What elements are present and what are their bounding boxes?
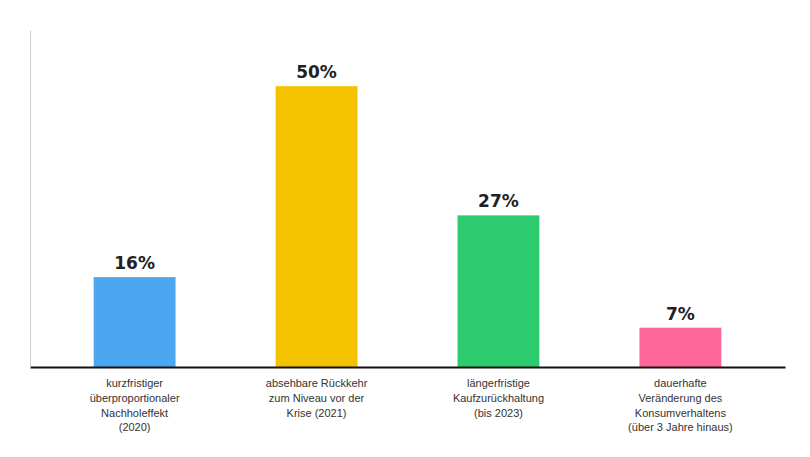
x-tick: längerfristige Kaufzurückhaltung (bis 2023… — [453, 367, 544, 419]
x-tick-label-line: zum Niveau vor der — [269, 392, 365, 404]
data-labels: 16% 50% 27% 7% — [114, 62, 695, 324]
x-tick-label-line: (bis 2023) — [474, 407, 523, 419]
x-tick-label: absehbare Rückkehr zum Niveau vor der Kris… — [266, 377, 368, 419]
bar — [639, 328, 721, 367]
data-label: 16% — [114, 253, 155, 273]
data-label: 7% — [666, 304, 695, 324]
x-tick-label: dauerhafte Veränderung des Konsumverhalten… — [628, 377, 733, 434]
y-axis-line — [30, 31, 31, 368]
x-tick-label-line: längerfristige — [467, 377, 530, 389]
x-axis-line — [31, 367, 786, 369]
x-tick-label: kurzfristiger überproportionaler Nachholef… — [90, 377, 180, 434]
bars — [94, 86, 722, 367]
chart: 16% 50% 27% 7% kurzfristiger überproportional… — [0, 0, 810, 457]
x-tick-label-line: Krise (2021) — [287, 407, 347, 419]
data-label: 27% — [478, 191, 519, 211]
x-tick: dauerhafte Veränderung des Konsumverhalten… — [628, 367, 733, 433]
x-tick: kurzfristiger überproportionaler Nachholef… — [90, 367, 180, 433]
x-tick-label-line: Konsumverhaltens — [635, 407, 727, 419]
x-tick-label-line: absehbare Rückkehr — [266, 377, 368, 389]
bar — [458, 215, 540, 367]
bar — [94, 277, 176, 367]
data-label: 50% — [296, 62, 337, 82]
y-axis — [30, 31, 31, 368]
x-tick-label-line: Veränderung des — [638, 392, 722, 404]
x-tick-label-line: dauerhafte — [654, 377, 707, 389]
x-tick-label-line: Nachholeffekt — [101, 407, 168, 419]
x-tick-label-line: überproportionaler — [90, 392, 180, 404]
x-tick-label: längerfristige Kaufzurückhaltung (bis 2023… — [453, 377, 544, 419]
x-tick-label-line: (über 3 Jahre hinaus) — [628, 421, 733, 433]
x-tick-label-line: kurzfristiger — [106, 377, 163, 389]
plot-area: 16% 50% 27% 7% kurzfristiger überproportional… — [31, 31, 786, 434]
x-tick-label-line: Kaufzurückhaltung — [453, 392, 544, 404]
bar — [276, 86, 358, 367]
x-tick: absehbare Rückkehr zum Niveau vor der Kris… — [266, 367, 368, 419]
x-axis: kurzfristiger überproportionaler Nachholef… — [31, 367, 786, 433]
x-tick-label-line: (2020) — [119, 421, 151, 433]
